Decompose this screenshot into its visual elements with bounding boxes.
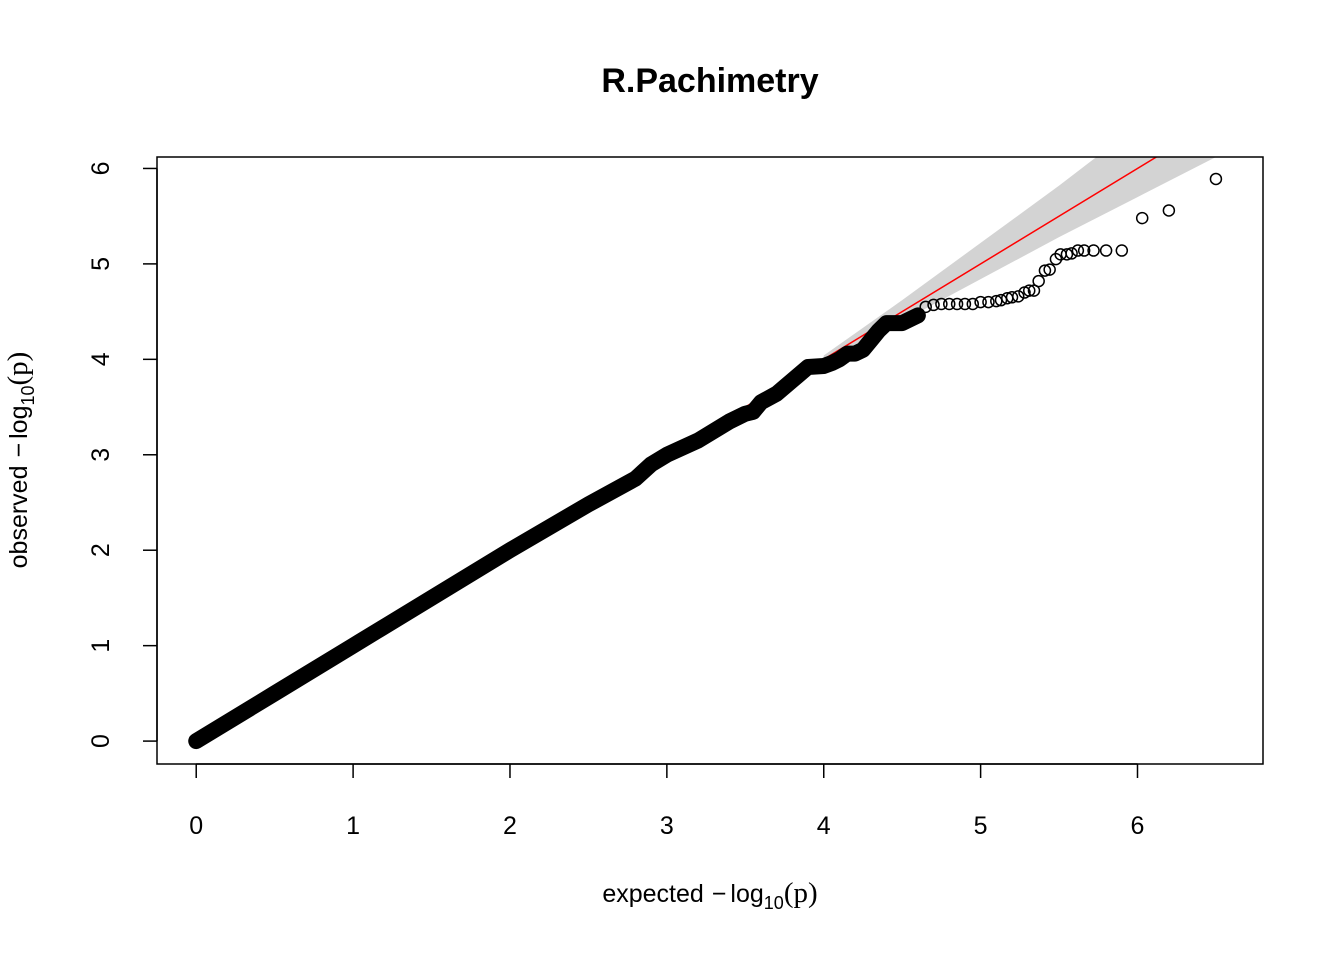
data-point (966, 297, 980, 311)
dense-points-layer (188, 307, 926, 750)
x-axis-label: expected − log10(p) (602, 877, 817, 913)
y-axis: 0 1 2 3 4 5 6 (87, 161, 158, 748)
y-label-close: ) (2, 352, 34, 362)
data-point (1005, 291, 1019, 304)
y-tick-label: 4 (87, 352, 115, 366)
y-tick-label: 0 (87, 734, 115, 748)
x-label-p: p (793, 877, 808, 909)
x-label-minus: − (712, 880, 727, 908)
data-point (1162, 204, 1176, 217)
data-point (982, 295, 995, 309)
data-point (927, 298, 940, 312)
dense-points (188, 307, 926, 750)
x-tick-label: 1 (346, 812, 360, 840)
data-point (1060, 248, 1074, 261)
y-tick-label: 2 (87, 543, 115, 557)
data-point (1115, 244, 1129, 257)
x-label-close: ) (808, 877, 818, 909)
y-label-minus: − (5, 443, 33, 458)
data-point (1071, 244, 1085, 257)
y-label-p: p (2, 361, 34, 376)
data-point (1038, 264, 1052, 277)
x-tick-label: 4 (817, 812, 831, 840)
x-label-log: log (730, 880, 763, 908)
x-tick-label: 0 (189, 812, 203, 840)
y-label-sub: 10 (18, 385, 38, 405)
y-label-word: observed (5, 466, 33, 569)
y-label-open: ( (2, 376, 34, 386)
x-label-sub: 10 (764, 893, 784, 913)
points-layer (919, 172, 1223, 314)
y-tick-label: 6 (87, 161, 115, 175)
y-tick-label: 3 (87, 448, 115, 462)
data-point (950, 297, 964, 311)
data-point (1022, 284, 1036, 297)
x-axis: 0 1 2 3 4 5 6 (189, 763, 1145, 840)
data-point (919, 300, 932, 314)
data-point (1032, 274, 1045, 288)
x-tick-label: 2 (503, 812, 517, 840)
data-point (1012, 290, 1025, 303)
data-point (1209, 172, 1223, 186)
data-point (1065, 247, 1078, 260)
data-point (958, 297, 972, 311)
x-tick-label: 3 (660, 812, 674, 840)
data-point (974, 295, 987, 309)
data-point (1077, 244, 1091, 257)
data-point (1043, 263, 1056, 276)
data-point (942, 297, 956, 311)
data-point (1135, 211, 1149, 225)
data-point (1099, 244, 1113, 257)
y-tick-label: 5 (87, 257, 115, 271)
chart-title: R.Pachimetry (601, 62, 818, 100)
y-label-log: log (5, 406, 33, 439)
x-tick-label: 5 (974, 812, 988, 840)
data-point (1087, 244, 1100, 257)
x-label-open: ( (784, 877, 794, 909)
y-axis-label: observed − log10(p) (2, 352, 38, 569)
x-label-word: expected (602, 880, 703, 908)
data-point (935, 297, 948, 311)
y-tick-label: 1 (87, 639, 115, 653)
x-tick-label: 6 (1131, 812, 1145, 840)
